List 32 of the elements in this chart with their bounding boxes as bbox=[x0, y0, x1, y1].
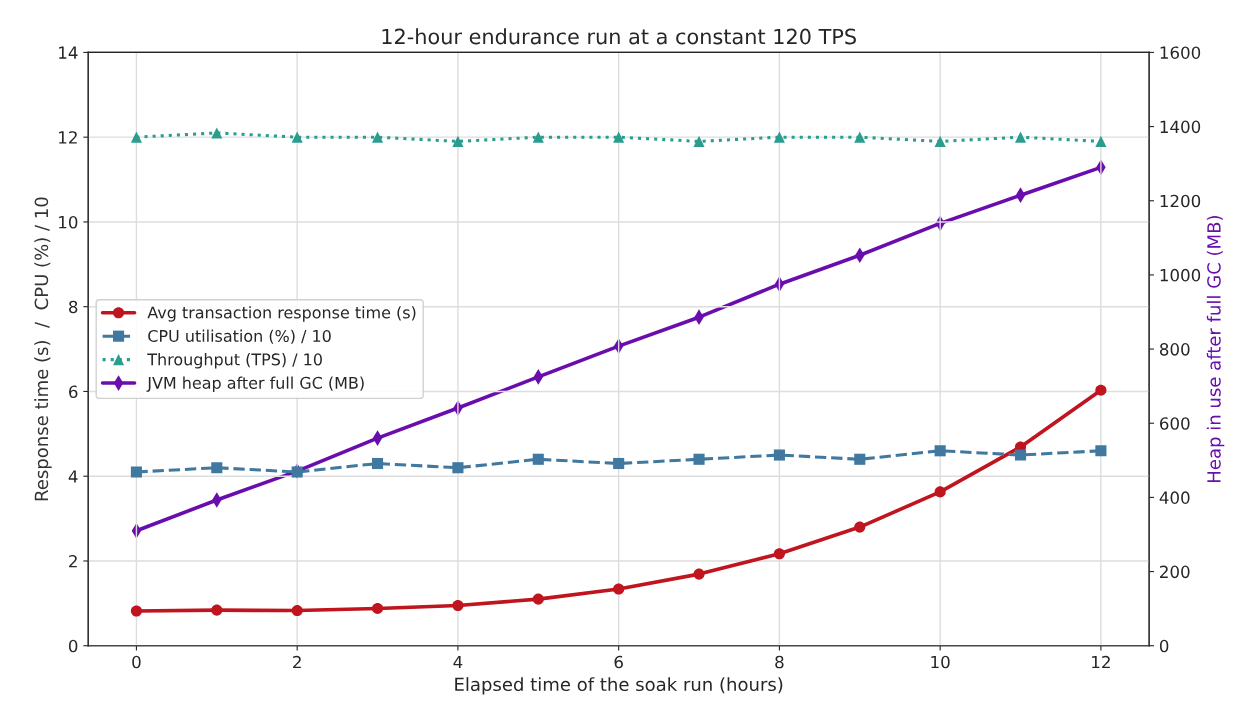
x-tick-label: 10 bbox=[931, 655, 950, 669]
y2-axis-title: Heap in use after full GC (MB) bbox=[1206, 215, 1225, 482]
x-tick-label: 12 bbox=[1092, 655, 1110, 669]
y2-tick-label: 0 bbox=[1159, 639, 1169, 653]
y2-tick-label: 600 bbox=[1160, 417, 1190, 430]
y-tick-label: 6 bbox=[69, 385, 78, 399]
y-tick-label: 14 bbox=[59, 46, 78, 59]
y2-tick-label: 200 bbox=[1160, 565, 1190, 579]
y-tick-label: 8 bbox=[69, 300, 78, 314]
chart-title: 12-hour endurance run at a constant 120 TPS bbox=[382, 28, 856, 45]
legend-label: Avg transaction response time (s) bbox=[147, 306, 416, 322]
x-tick-label: 2 bbox=[293, 655, 301, 669]
y-axis-title: Response time (s) / CPU (%) / 10 bbox=[34, 197, 52, 501]
legend-label: CPU utilisation (%) / 10 bbox=[148, 329, 331, 344]
legend-label: Throughput (TPS) / 10 bbox=[147, 353, 322, 369]
y2-tick-label: 1000 bbox=[1160, 268, 1201, 282]
x-axis-title: Elapsed time of the soak run (hours) bbox=[455, 677, 783, 695]
x-tick-label: 6 bbox=[614, 655, 623, 669]
y-tick-label: 0 bbox=[68, 639, 78, 653]
x-tick-label: 8 bbox=[775, 655, 784, 669]
x-tick-label: 0 bbox=[132, 655, 141, 669]
y-tick-label: 4 bbox=[68, 470, 78, 483]
y2-tick-label: 1600 bbox=[1160, 46, 1201, 59]
y-tick-label: 2 bbox=[69, 554, 77, 568]
y2-tick-label: 1200 bbox=[1160, 194, 1201, 208]
x-tick-label: 4 bbox=[453, 655, 463, 669]
legend-label: JVM heap after full GC (MB) bbox=[146, 376, 364, 392]
y2-tick-label: 1400 bbox=[1160, 120, 1201, 134]
y-tick-label: 10 bbox=[59, 215, 78, 229]
y2-tick-label: 800 bbox=[1159, 343, 1190, 356]
y2-tick-label: 400 bbox=[1159, 491, 1190, 504]
y-tick-label: 12 bbox=[59, 131, 77, 144]
